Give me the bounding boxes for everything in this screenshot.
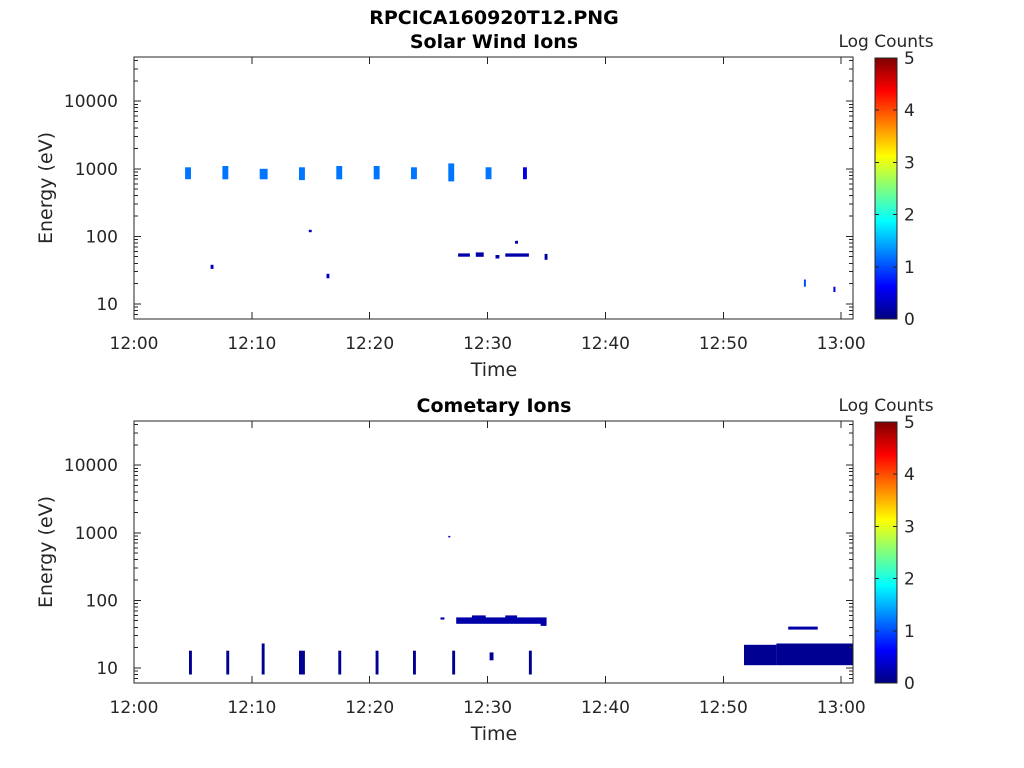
spectrogram-cell [544,253,548,260]
spectrogram-cell [788,626,818,630]
x-ticks: 12:00 12:10 12:20 12:30 12:40 12:50 13:00 [110,57,866,354]
colorbar-tick-label: 0 [904,310,915,330]
spectrogram-cell [495,255,500,259]
spectrogram-cell [326,273,330,279]
y-tick-label: 1000 [75,524,118,544]
y-tick-label: 10 [96,295,118,315]
spectrogram-cell [222,166,229,180]
x-tick-label: 12:40 [581,334,630,354]
spectrogram-cell [505,253,529,257]
colorbar-tick-label: 4 [904,465,915,485]
y-tick-label: 100 [86,227,118,247]
axes-box [133,56,854,320]
spectrogram-cell [440,617,445,620]
y-tick-label: 1000 [75,160,118,180]
spectrogram-cell [452,650,456,675]
plot-area [189,535,853,675]
spectrogram-cell [189,650,192,675]
x-tick-label: 12:00 [110,334,159,354]
spectrogram-cell [413,650,416,675]
spectrogram-cell [299,650,305,675]
spectrogram-cell [523,167,527,180]
y-tick-label: 10 [96,659,118,679]
spectrogram-cell [448,535,451,538]
x-tick-label: 13:00 [817,698,866,718]
figure-title: RPCICA160920T12.PNG [369,7,619,29]
spectrogram-cell [833,286,836,293]
x-tick-label: 12:30 [463,698,512,718]
x-tick-label: 13:00 [817,334,866,354]
x-axis-label: Time [470,359,518,381]
spectrogram-cell [373,166,380,180]
spectrogram-cell [475,252,484,257]
spectrogram-cell [489,652,494,661]
colorbar-tick-label: 1 [904,622,915,642]
x-tick-label: 12:20 [345,334,394,354]
x-tick-label: 12:00 [110,698,159,718]
colorbar [874,421,898,684]
spectrogram-cell [471,615,486,618]
y-tick-label: 100 [86,591,118,611]
spectrogram-cell [540,623,547,626]
panel-title: Cometary Ions [417,395,572,417]
colorbar-label: Log Counts [838,32,933,52]
spectrogram-cell [776,643,853,666]
colorbar-tick-label: 4 [904,101,915,121]
spectrogram-cell [528,650,532,675]
spectrogram-cell [261,643,265,675]
y-ticks: 10 100 1000 10000 [64,59,853,320]
spectrogram-cell [458,253,470,257]
y-ticks: 10 100 1000 10000 [64,423,853,684]
panel-solar-wind: Solar Wind Ions 12:00 12:10 12:20 12:30 12:4… [35,31,934,381]
x-ticks: 12:00 12:10 12:20 12:30 12:40 12:50 13:00 [110,421,866,718]
spectrogram-cell [338,650,342,675]
colorbar-tick-label: 0 [904,674,915,694]
colorbar-tick-label: 2 [904,206,915,226]
y-tick-label: 10000 [64,456,118,476]
colorbar-tick-label: 3 [904,153,915,173]
colorbar-ticks: 0 1 2 3 4 5 [875,413,915,694]
x-tick-label: 12:50 [699,334,748,354]
spectrogram-cell [299,167,305,181]
panel-cometary: Cometary Ions 12:00 12:10 12:20 12:30 12:40 1… [35,395,934,745]
colorbar [874,57,898,320]
spectrogram-cell [505,615,518,618]
y-tick-label: 10000 [64,92,118,112]
spectrogram-cell [375,650,379,675]
y-axis-label: Energy (eV) [35,496,57,608]
plot-area [185,163,836,293]
x-tick-label: 12:30 [463,334,512,354]
colorbar-tick-label: 1 [904,258,915,278]
colorbar-tick-label: 2 [904,570,915,590]
colorbar-label: Log Counts [838,396,933,416]
spectrogram-cell [210,264,214,269]
spectrogram-cell [185,167,191,180]
colorbar-ticks: 0 1 2 3 4 5 [875,49,915,330]
x-tick-label: 12:10 [227,334,276,354]
spectrogram-cell [515,240,518,244]
spectrogram-cell [308,229,312,233]
panel-title: Solar Wind Ions [410,31,578,53]
spectrogram-cell [803,279,806,287]
spectrogram-cell [259,168,268,180]
colorbar-tick-label: 5 [904,49,915,69]
x-axis-label: Time [470,723,518,745]
x-tick-label: 12:40 [581,698,630,718]
spectrogram-cell [226,650,230,675]
spectrogram-cell [456,617,547,624]
y-axis-label: Energy (eV) [35,132,57,244]
spectrogram-cell [448,163,455,182]
colorbar-tick-label: 5 [904,413,915,433]
colorbar-tick-label: 3 [904,517,915,537]
spectrogram-cell [336,166,343,180]
spectrogram-cell [411,167,417,180]
x-tick-label: 12:50 [699,698,748,718]
x-tick-label: 12:20 [345,698,394,718]
spectrogram-cell [485,167,492,180]
axes-box [133,420,854,684]
spectrogram-cell [744,644,777,666]
x-tick-label: 12:10 [227,698,276,718]
